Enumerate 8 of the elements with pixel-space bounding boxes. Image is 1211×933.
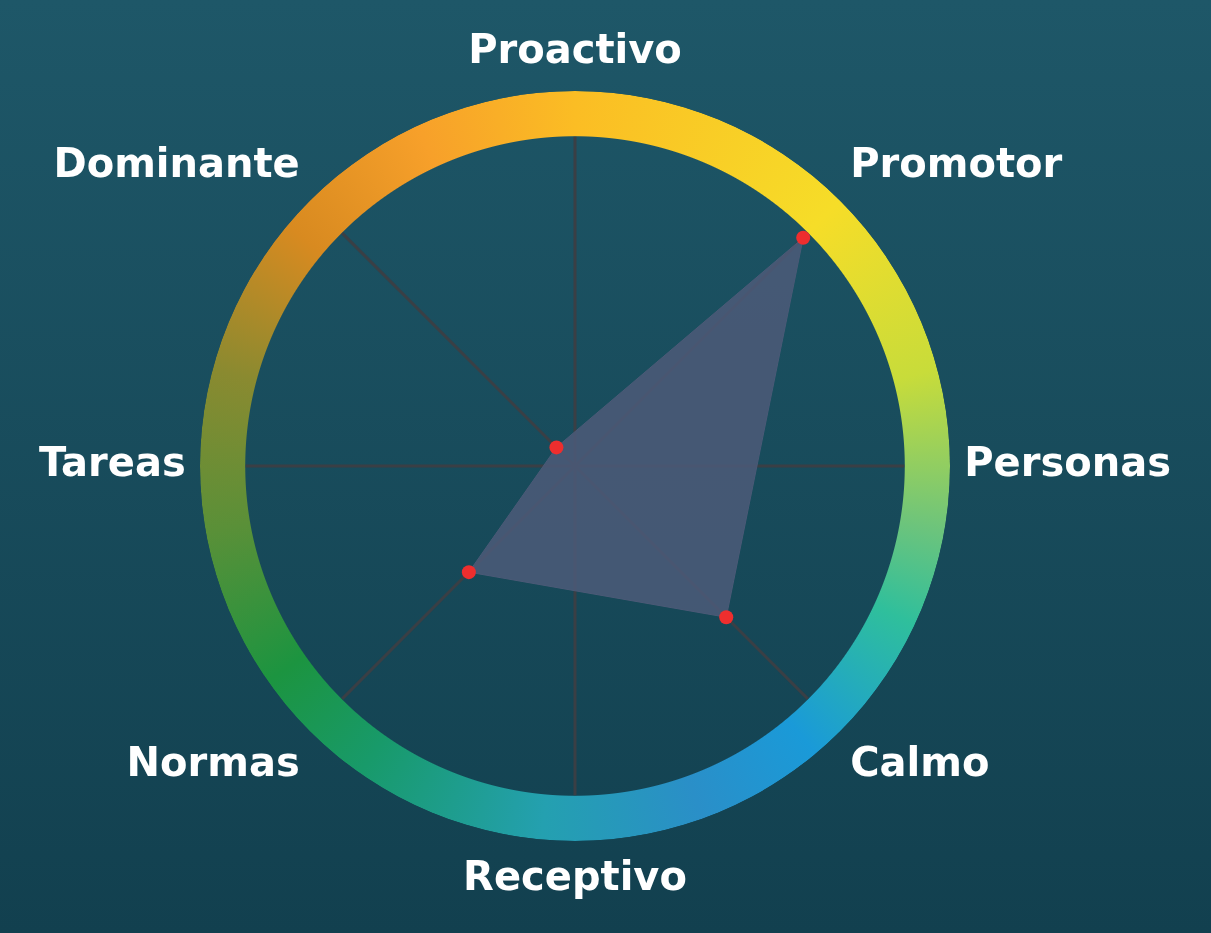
spoke-label: Personas	[964, 439, 1172, 486]
spoke-label: Tareas	[38, 439, 186, 486]
spoke-label: Receptivo	[463, 852, 687, 899]
spoke-label: Dominante	[53, 140, 300, 187]
spoke-label: Calmo	[850, 738, 990, 785]
spoke-label: Promotor	[850, 140, 1063, 187]
spoke-label: Normas	[126, 738, 300, 785]
spoke-label: Proactivo	[468, 26, 682, 73]
